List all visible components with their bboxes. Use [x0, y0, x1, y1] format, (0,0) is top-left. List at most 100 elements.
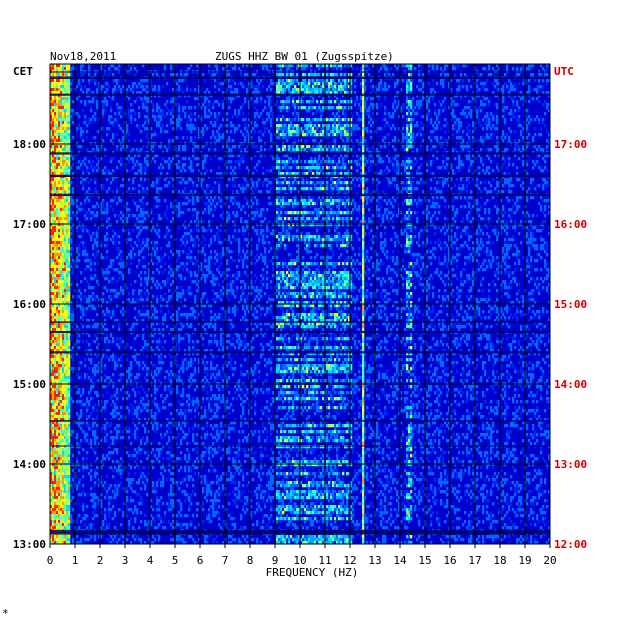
heatmap-cell — [188, 67, 191, 71]
heatmap-cell — [366, 202, 369, 206]
heatmap-cell — [388, 181, 391, 185]
heatmap-cell — [246, 127, 249, 131]
heatmap-cell — [368, 154, 371, 158]
station-title: ZUGS HHZ BW 01 (Zugsspitze) — [215, 50, 394, 63]
heatmap-cell — [288, 67, 291, 71]
heatmap-cell — [306, 100, 309, 104]
heatmap-cell — [490, 184, 493, 188]
heatmap-cell — [352, 130, 355, 134]
heatmap-cell — [418, 100, 421, 104]
heatmap-cell — [226, 118, 229, 122]
heatmap-cell — [142, 190, 145, 194]
heatmap-cell — [270, 100, 273, 104]
heatmap-cell — [132, 178, 135, 182]
heatmap-cell — [416, 148, 419, 152]
heatmap-cell — [358, 73, 361, 77]
heatmap-cell — [362, 121, 365, 125]
heatmap-cell — [532, 196, 535, 200]
heatmap-cell — [270, 106, 273, 110]
heatmap-cell — [390, 202, 393, 206]
heatmap-cell — [68, 133, 71, 137]
heatmap-cell — [142, 124, 145, 128]
heatmap-cell — [532, 139, 535, 143]
heatmap-cell — [50, 220, 53, 224]
heatmap-cell — [176, 73, 179, 77]
heatmap-cell — [60, 190, 63, 194]
heatmap-cell — [190, 166, 193, 170]
heatmap-cell — [340, 118, 343, 122]
heatmap-cell — [206, 202, 209, 206]
heatmap-cell — [106, 202, 109, 206]
heatmap-cell — [114, 79, 117, 83]
heatmap-cell — [264, 148, 267, 152]
heatmap-cell — [58, 130, 61, 134]
heatmap-cell — [188, 178, 191, 182]
heatmap-cell — [298, 82, 301, 86]
heatmap-cell — [438, 211, 441, 215]
heatmap-cell — [284, 148, 287, 152]
heatmap-cell — [526, 190, 529, 194]
heatmap-cell — [52, 73, 55, 77]
heatmap-cell — [58, 118, 61, 122]
heatmap-cell — [294, 133, 297, 137]
heatmap-cell — [454, 121, 457, 125]
heatmap-cell — [128, 187, 131, 191]
heatmap-cell — [344, 145, 347, 149]
heatmap-cell — [170, 118, 173, 122]
heatmap-cell — [342, 163, 345, 167]
heatmap-cell — [372, 97, 375, 101]
heatmap-cell — [52, 220, 55, 224]
heatmap-cell — [132, 148, 135, 152]
heatmap-cell — [362, 124, 365, 128]
heatmap-cell — [384, 64, 387, 68]
heatmap-cell — [320, 181, 323, 185]
heatmap-cell — [90, 163, 93, 167]
heatmap-cell — [64, 64, 67, 68]
heatmap-cell — [186, 208, 189, 212]
heatmap-cell — [278, 118, 281, 122]
heatmap-cell — [182, 148, 185, 152]
heatmap-cell — [308, 118, 311, 122]
heatmap-cell — [104, 172, 107, 176]
heatmap-cell — [62, 217, 65, 221]
heatmap-cell — [508, 160, 511, 164]
heatmap-cell — [166, 82, 169, 86]
heatmap-cell — [368, 109, 371, 113]
heatmap-cell — [52, 118, 55, 122]
heatmap-cell — [270, 112, 273, 116]
heatmap-cell — [338, 148, 341, 152]
heatmap-cell — [202, 178, 205, 182]
heatmap-cell — [64, 145, 67, 149]
heatmap-cell — [448, 106, 451, 110]
heatmap-cell — [296, 133, 299, 137]
heatmap-cell — [508, 163, 511, 167]
heatmap-cell — [276, 178, 279, 182]
heatmap-cell — [286, 211, 289, 215]
heatmap-cell — [328, 85, 331, 89]
heatmap-cell — [176, 88, 179, 92]
heatmap-cell — [308, 91, 311, 95]
heatmap-cell — [362, 157, 365, 161]
heatmap-cell — [294, 178, 297, 182]
heatmap-cell — [482, 118, 485, 122]
heatmap-cell — [62, 214, 65, 218]
heatmap-cell — [58, 211, 61, 215]
heatmap-cell — [282, 187, 285, 191]
heatmap-cell — [426, 214, 429, 218]
heatmap-cell — [416, 202, 419, 206]
heatmap-cell — [452, 199, 455, 203]
heatmap-cell — [328, 202, 331, 206]
heatmap-cell — [512, 115, 515, 119]
heatmap-cell — [450, 166, 453, 170]
heatmap-cell — [318, 187, 321, 191]
heatmap-cell — [370, 130, 373, 134]
heatmap-cell — [320, 130, 323, 134]
heatmap-cell — [270, 88, 273, 92]
heatmap-cell — [502, 190, 505, 194]
heatmap-cell — [364, 178, 367, 182]
heatmap-cell — [62, 220, 65, 224]
heatmap-cell — [52, 181, 55, 185]
heatmap-cell — [498, 88, 501, 92]
heatmap-cell — [350, 202, 353, 206]
heatmap-cell — [404, 160, 407, 164]
